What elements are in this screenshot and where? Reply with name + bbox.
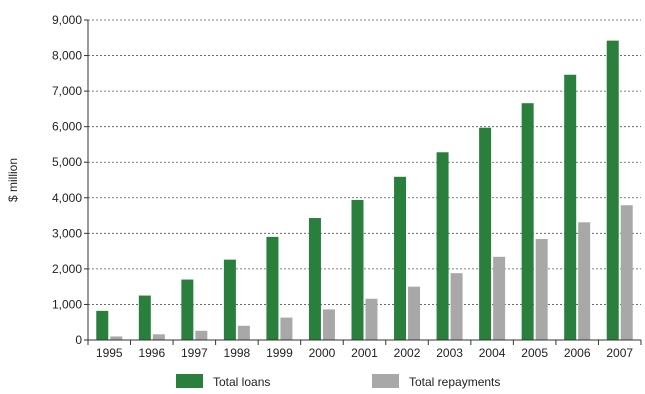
bar-total-repayments: [578, 222, 591, 340]
legend-swatch-total-repayments: [372, 374, 399, 388]
x-tick-label: 2004: [479, 346, 506, 360]
bar-total-loans: [479, 127, 492, 340]
y-tick-label: 8,000: [52, 49, 82, 63]
bar-total-loans: [394, 176, 407, 340]
x-tick-label: 2003: [436, 346, 463, 360]
y-tick-label: 4,000: [52, 191, 82, 205]
x-tick-label: 2006: [564, 346, 591, 360]
axes: [84, 19, 642, 345]
x-tick-label: 2007: [606, 346, 633, 360]
y-tick-label: 3,000: [52, 226, 82, 240]
bar-total-loans: [181, 279, 194, 340]
legend-label-total-repayments: Total repayments: [409, 375, 500, 389]
x-tick-label: 1995: [96, 346, 123, 360]
bar-total-repayments: [322, 309, 335, 340]
bars: [96, 40, 633, 340]
bar-total-loans: [606, 40, 619, 340]
x-tick-label: 1997: [181, 346, 208, 360]
x-tick-label: 2001: [351, 346, 378, 360]
bar-total-repayments: [280, 317, 293, 340]
bar-total-loans: [436, 152, 449, 340]
y-tick-labels: 0 1,000 2,000 3,000 4,000 5,000 6,000 7,000 8,00…: [52, 13, 82, 347]
bar-total-loans: [521, 103, 534, 340]
y-tick-label: 5,000: [52, 155, 82, 169]
y-tick-label: 1,000: [52, 297, 82, 311]
bar-total-loans: [308, 218, 321, 340]
bar-total-loans: [138, 295, 151, 340]
y-axis-label: $ million: [6, 158, 20, 202]
bar-total-repayments: [535, 239, 548, 340]
bar-total-repayments: [237, 325, 250, 340]
bar-total-repayments: [450, 273, 463, 340]
bar-total-repayments: [110, 336, 123, 340]
bar-total-repayments: [620, 205, 633, 340]
x-tick-label: 1998: [224, 346, 251, 360]
x-tick-labels: 1995 1996 1997 1998 1999 2000 2001 2002 2003 2004…: [96, 346, 633, 360]
y-tick-label: 0: [75, 333, 82, 347]
legend: Total loans Total repayments: [176, 374, 500, 389]
bar-total-repayments: [195, 330, 208, 340]
bar-total-loans: [564, 74, 577, 340]
bar-total-repayments: [408, 286, 421, 340]
bar-total-repayments: [493, 256, 506, 340]
y-tick-label: 9,000: [52, 13, 82, 27]
bar-total-repayments: [152, 334, 165, 340]
y-tick-label: 2,000: [52, 262, 82, 276]
legend-swatch-total-loans: [176, 374, 203, 388]
x-tick-label: 2002: [394, 346, 421, 360]
x-tick-label: 2005: [521, 346, 548, 360]
x-tick-label: 1996: [138, 346, 165, 360]
x-tick-label: 1999: [266, 346, 293, 360]
x-tick-label: 2000: [309, 346, 336, 360]
bar-total-loans: [223, 259, 236, 340]
bar-total-repayments: [365, 298, 378, 340]
y-tick-label: 6,000: [52, 120, 82, 134]
legend-label-total-loans: Total loans: [213, 375, 270, 389]
gridlines: [88, 19, 641, 305]
y-tick-label: 7,000: [52, 84, 82, 98]
bar-total-loans: [266, 236, 279, 340]
bar-total-loans: [351, 199, 364, 340]
bar-total-loans: [96, 310, 109, 340]
